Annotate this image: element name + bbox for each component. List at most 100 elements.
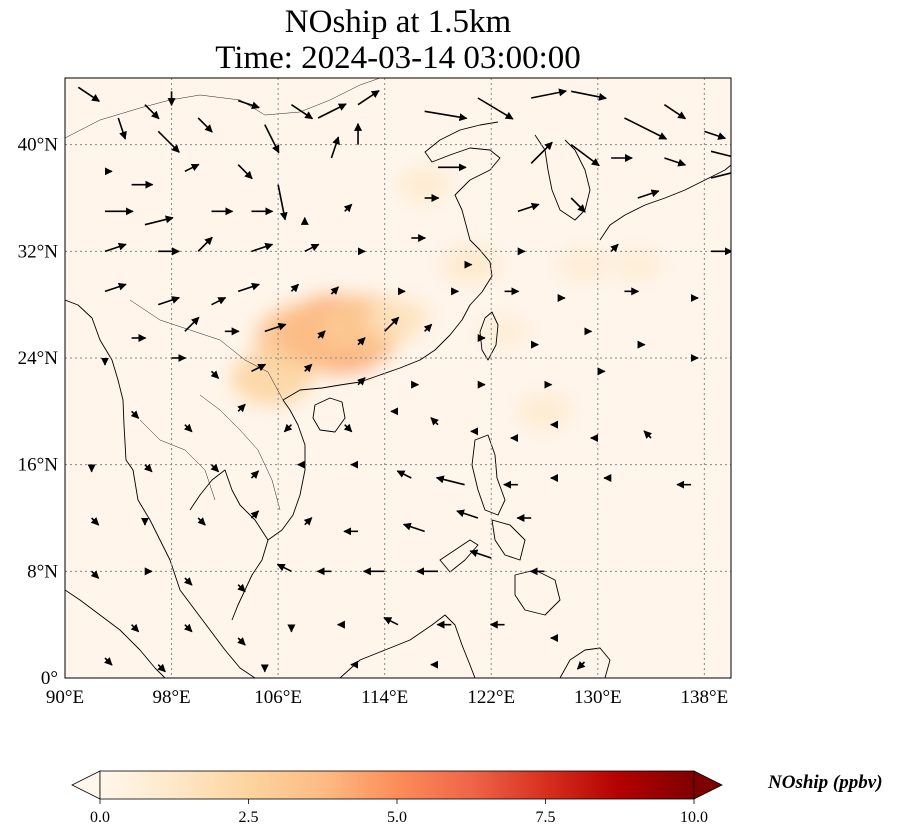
map-time-label: Time: 2024-03-14 03:00:00 (215, 40, 581, 76)
wind-arrow (250, 510, 260, 519)
wind-arrow (276, 563, 292, 573)
wind-arrow (184, 163, 200, 173)
wind-arrow (144, 215, 174, 226)
longitude-tick-label: 130°E (574, 687, 622, 708)
wind-arrow (664, 157, 687, 167)
wind-arrow (710, 150, 731, 158)
wind-arrow (251, 363, 267, 373)
wind-arrow (117, 117, 127, 140)
longitude-ticks: 90°E 98°E 106°E 114°E 122°E 130°E 138°E (46, 687, 728, 708)
wind-arrow (610, 243, 619, 253)
wind-arrow (663, 104, 687, 120)
coastline-vietnam (267, 399, 306, 541)
wind-arrow (435, 475, 465, 486)
wind-arrow (303, 363, 313, 373)
wind-arrow (290, 283, 300, 293)
wind-arrow (157, 663, 166, 673)
longitude-tick-label: 114°E (361, 687, 408, 708)
wind-arrow (384, 316, 400, 332)
latitude-tick-label: 40°N (18, 135, 59, 156)
wind-arrow (144, 463, 153, 473)
wind-arrow (330, 136, 340, 159)
wind-arrow (357, 377, 366, 386)
wind-arrow (303, 517, 313, 526)
colorbar-title: NOship (ppbv) (767, 772, 883, 793)
wind-arrow (211, 296, 227, 306)
wind-arrow (90, 570, 100, 579)
wind-arrow (197, 236, 213, 252)
wind-arrow (643, 430, 652, 439)
colorbar-tick-label: 5.0 (387, 809, 407, 826)
wind-arrow (530, 141, 553, 164)
border-china-north (65, 78, 381, 139)
wind-arrow (183, 623, 193, 633)
coastline-sumatra (65, 589, 166, 678)
wind-arrow (317, 103, 347, 119)
wind-arrow (531, 88, 567, 99)
latitude-tick-label: 24°N (18, 348, 59, 369)
wind-arrow (184, 316, 200, 332)
wind-arrow (251, 242, 274, 253)
wind-arrow (104, 657, 113, 666)
wind-arrow (290, 104, 314, 120)
wind-arrow (77, 86, 100, 102)
wind-arrow (357, 337, 366, 346)
longitude-tick-label: 138°E (681, 687, 729, 708)
colorbar-tick-label: 2.5 (239, 809, 259, 826)
latitude-tick-label: 0° (41, 668, 58, 689)
coastline-myanmar-west (65, 299, 256, 678)
wind-arrow (237, 583, 246, 593)
wind-arrow (237, 403, 246, 413)
wind-vectors (77, 86, 731, 673)
wind-arrow (570, 144, 600, 167)
wind-arrow (183, 423, 193, 433)
colorbar-tick-label: 0.0 (90, 809, 110, 826)
country-borders (65, 78, 381, 511)
map-title: NOship at 1.5km (284, 4, 512, 40)
wind-arrow (430, 417, 439, 426)
wind-arrow (469, 549, 492, 559)
colorbar-extend-max (693, 770, 723, 800)
wind-arrow (710, 172, 731, 179)
longitude-tick-label: 106°E (254, 687, 302, 708)
latitude-tick-label: 16°N (18, 455, 59, 476)
wind-arrow (624, 117, 668, 140)
wind-arrow (423, 323, 433, 333)
coastline-hainan (312, 397, 346, 433)
wind-arrow (396, 470, 412, 479)
wind-arrow (250, 470, 260, 479)
wind-arrow (130, 410, 140, 419)
wind-arrow (183, 577, 193, 586)
wind-arrow (90, 517, 100, 526)
concentration-hotspot (479, 314, 530, 349)
wind-arrow (210, 463, 220, 473)
colorbar-extend-min (71, 770, 101, 800)
wind-arrow (197, 117, 213, 133)
wind-arrow (402, 522, 425, 533)
wind-arrow (383, 616, 399, 626)
concentration-hotspot (558, 247, 611, 283)
wind-arrow (264, 322, 287, 333)
concentration-hotspot (397, 166, 452, 203)
colorbar: 0.0 2.5 5.0 7.5 10.0 NOship (ppbv) (71, 770, 883, 826)
wind-arrow (317, 330, 326, 339)
colorbar-tick-label: 10.0 (680, 809, 708, 826)
coastline-borneo (339, 614, 476, 678)
longitude-tick-label: 90°E (46, 687, 84, 708)
coastline-palawan (439, 539, 479, 573)
wind-arrow (477, 97, 514, 120)
longitude-tick-label: 98°E (152, 687, 190, 708)
wind-arrow (517, 202, 540, 213)
wind-arrow (304, 243, 320, 253)
coastline-korea (534, 134, 591, 221)
wind-arrow (576, 661, 586, 670)
wind-arrow (144, 104, 160, 120)
latitude-tick-label: 8°N (27, 561, 58, 582)
wind-arrow (456, 509, 479, 519)
wind-arrow (343, 423, 353, 433)
wind-arrow (237, 637, 246, 646)
border-laos-vietnam (199, 394, 281, 511)
colorbar-ticks: 0.0 2.5 5.0 7.5 10.0 (90, 799, 708, 826)
wind-arrow (637, 189, 660, 199)
